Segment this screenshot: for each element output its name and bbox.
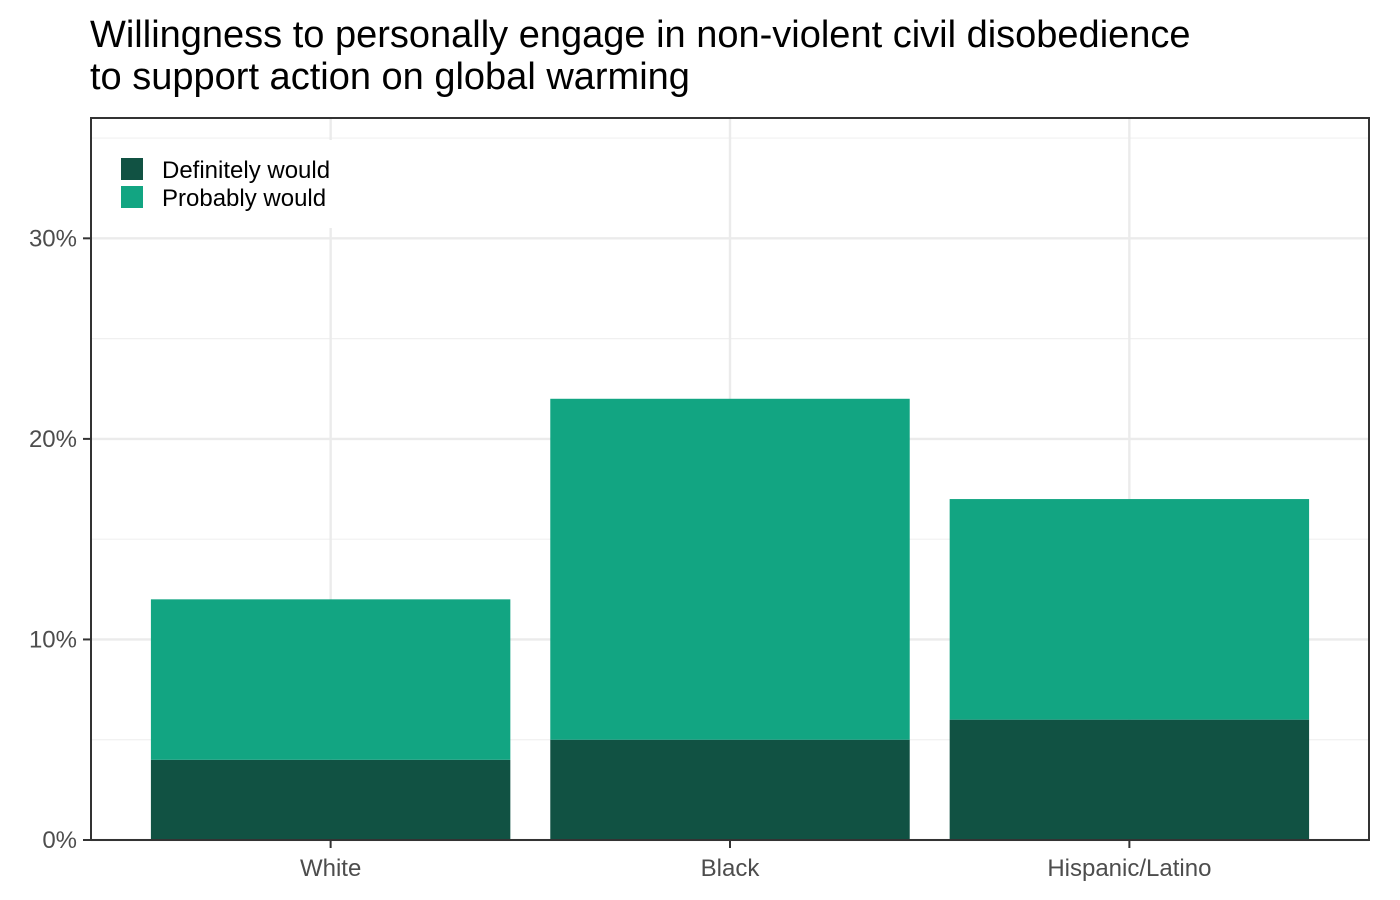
y-tick-label: 0% [42, 827, 77, 854]
bar-definitely-would-hispanic-latino [949, 719, 1310, 840]
bar-definitely-would-white [150, 759, 511, 840]
x-tick-label: Black [701, 855, 761, 882]
y-tick-label: 20% [29, 426, 77, 453]
legend-key-definitely-would [121, 158, 143, 180]
x-tick-label: Hispanic/Latino [1047, 855, 1211, 882]
y-tick-label: 10% [29, 626, 77, 653]
legend-label-definitely-would: Definitely would [162, 157, 330, 184]
chart-title-line-1: Willingness to personally engage in non-… [90, 14, 1191, 56]
legend-label-probably-would: Probably would [162, 185, 326, 212]
x-tick-label: White [300, 855, 361, 882]
chart-title-line-2: to support action on global warming [90, 56, 690, 98]
bar-probably-would-hispanic-latino [949, 499, 1310, 720]
legend-box [103, 140, 371, 228]
bar-probably-would-white [150, 599, 511, 760]
bar-definitely-would-black [550, 739, 910, 840]
y-tick-label: 30% [29, 225, 77, 252]
legend-key-probably-would [121, 186, 143, 208]
bar-probably-would-black [550, 398, 910, 740]
